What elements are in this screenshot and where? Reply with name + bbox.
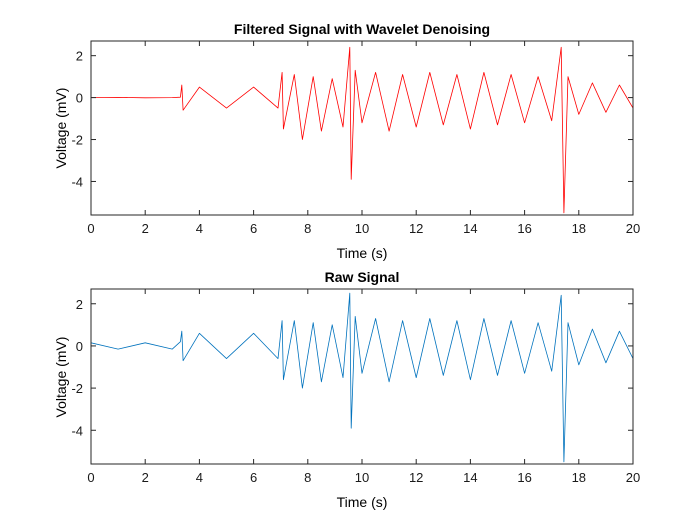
signal-trace-group [91,46,633,214]
y-tick-label: 2 [76,297,83,312]
x-tick-label: 6 [250,470,257,485]
chart-title: Raw Signal [325,269,400,285]
y-tick-label: -4 [71,174,83,189]
x-tick-label: 10 [355,470,369,485]
y-axis-label: Voltage (mV) [53,337,69,418]
signal-trace-group [91,292,633,463]
x-tick-label: 12 [409,221,423,236]
plot-frame [90,288,634,465]
x-tick-label: 2 [142,221,149,236]
signal-line [91,292,633,463]
y-tick-label: -2 [71,381,83,396]
y-tick-label: -2 [71,133,83,148]
x-tick-label: 14 [463,470,477,485]
x-tick-label: 2 [142,470,149,485]
signal-line [91,46,633,214]
x-tick-label: 20 [626,470,640,485]
x-tick-label: 14 [463,221,477,236]
plot-frame [90,40,634,216]
x-axis-label: Time (s) [337,494,388,510]
x-tick-label: 8 [304,470,311,485]
x-tick-label: 16 [517,221,531,236]
x-axis-label: Time (s) [337,245,388,261]
chart-title: Filtered Signal with Wavelet Denoising [234,21,490,37]
x-tick-label: 12 [409,470,423,485]
x-tick-label: 0 [87,221,94,236]
x-tick-label: 8 [304,221,311,236]
x-tick-label: 16 [517,470,531,485]
x-tick-label: 6 [250,221,257,236]
y-tick-label: 2 [76,49,83,64]
y-axis-label: Voltage (mV) [53,88,69,169]
y-tick-label: 0 [76,91,83,106]
y-tick-label: 0 [76,339,83,354]
x-tick-label: 0 [87,470,94,485]
x-tick-label: 18 [572,221,586,236]
x-tick-label: 4 [196,470,203,485]
x-tick-label: 20 [626,221,640,236]
filtered-signal-panel: Filtered Signal with Wavelet Denoising 0… [53,21,640,261]
y-tick-label: -4 [71,423,83,438]
x-tick-label: 4 [196,221,203,236]
x-tick-label: 18 [572,470,586,485]
x-tick-label: 10 [355,221,369,236]
